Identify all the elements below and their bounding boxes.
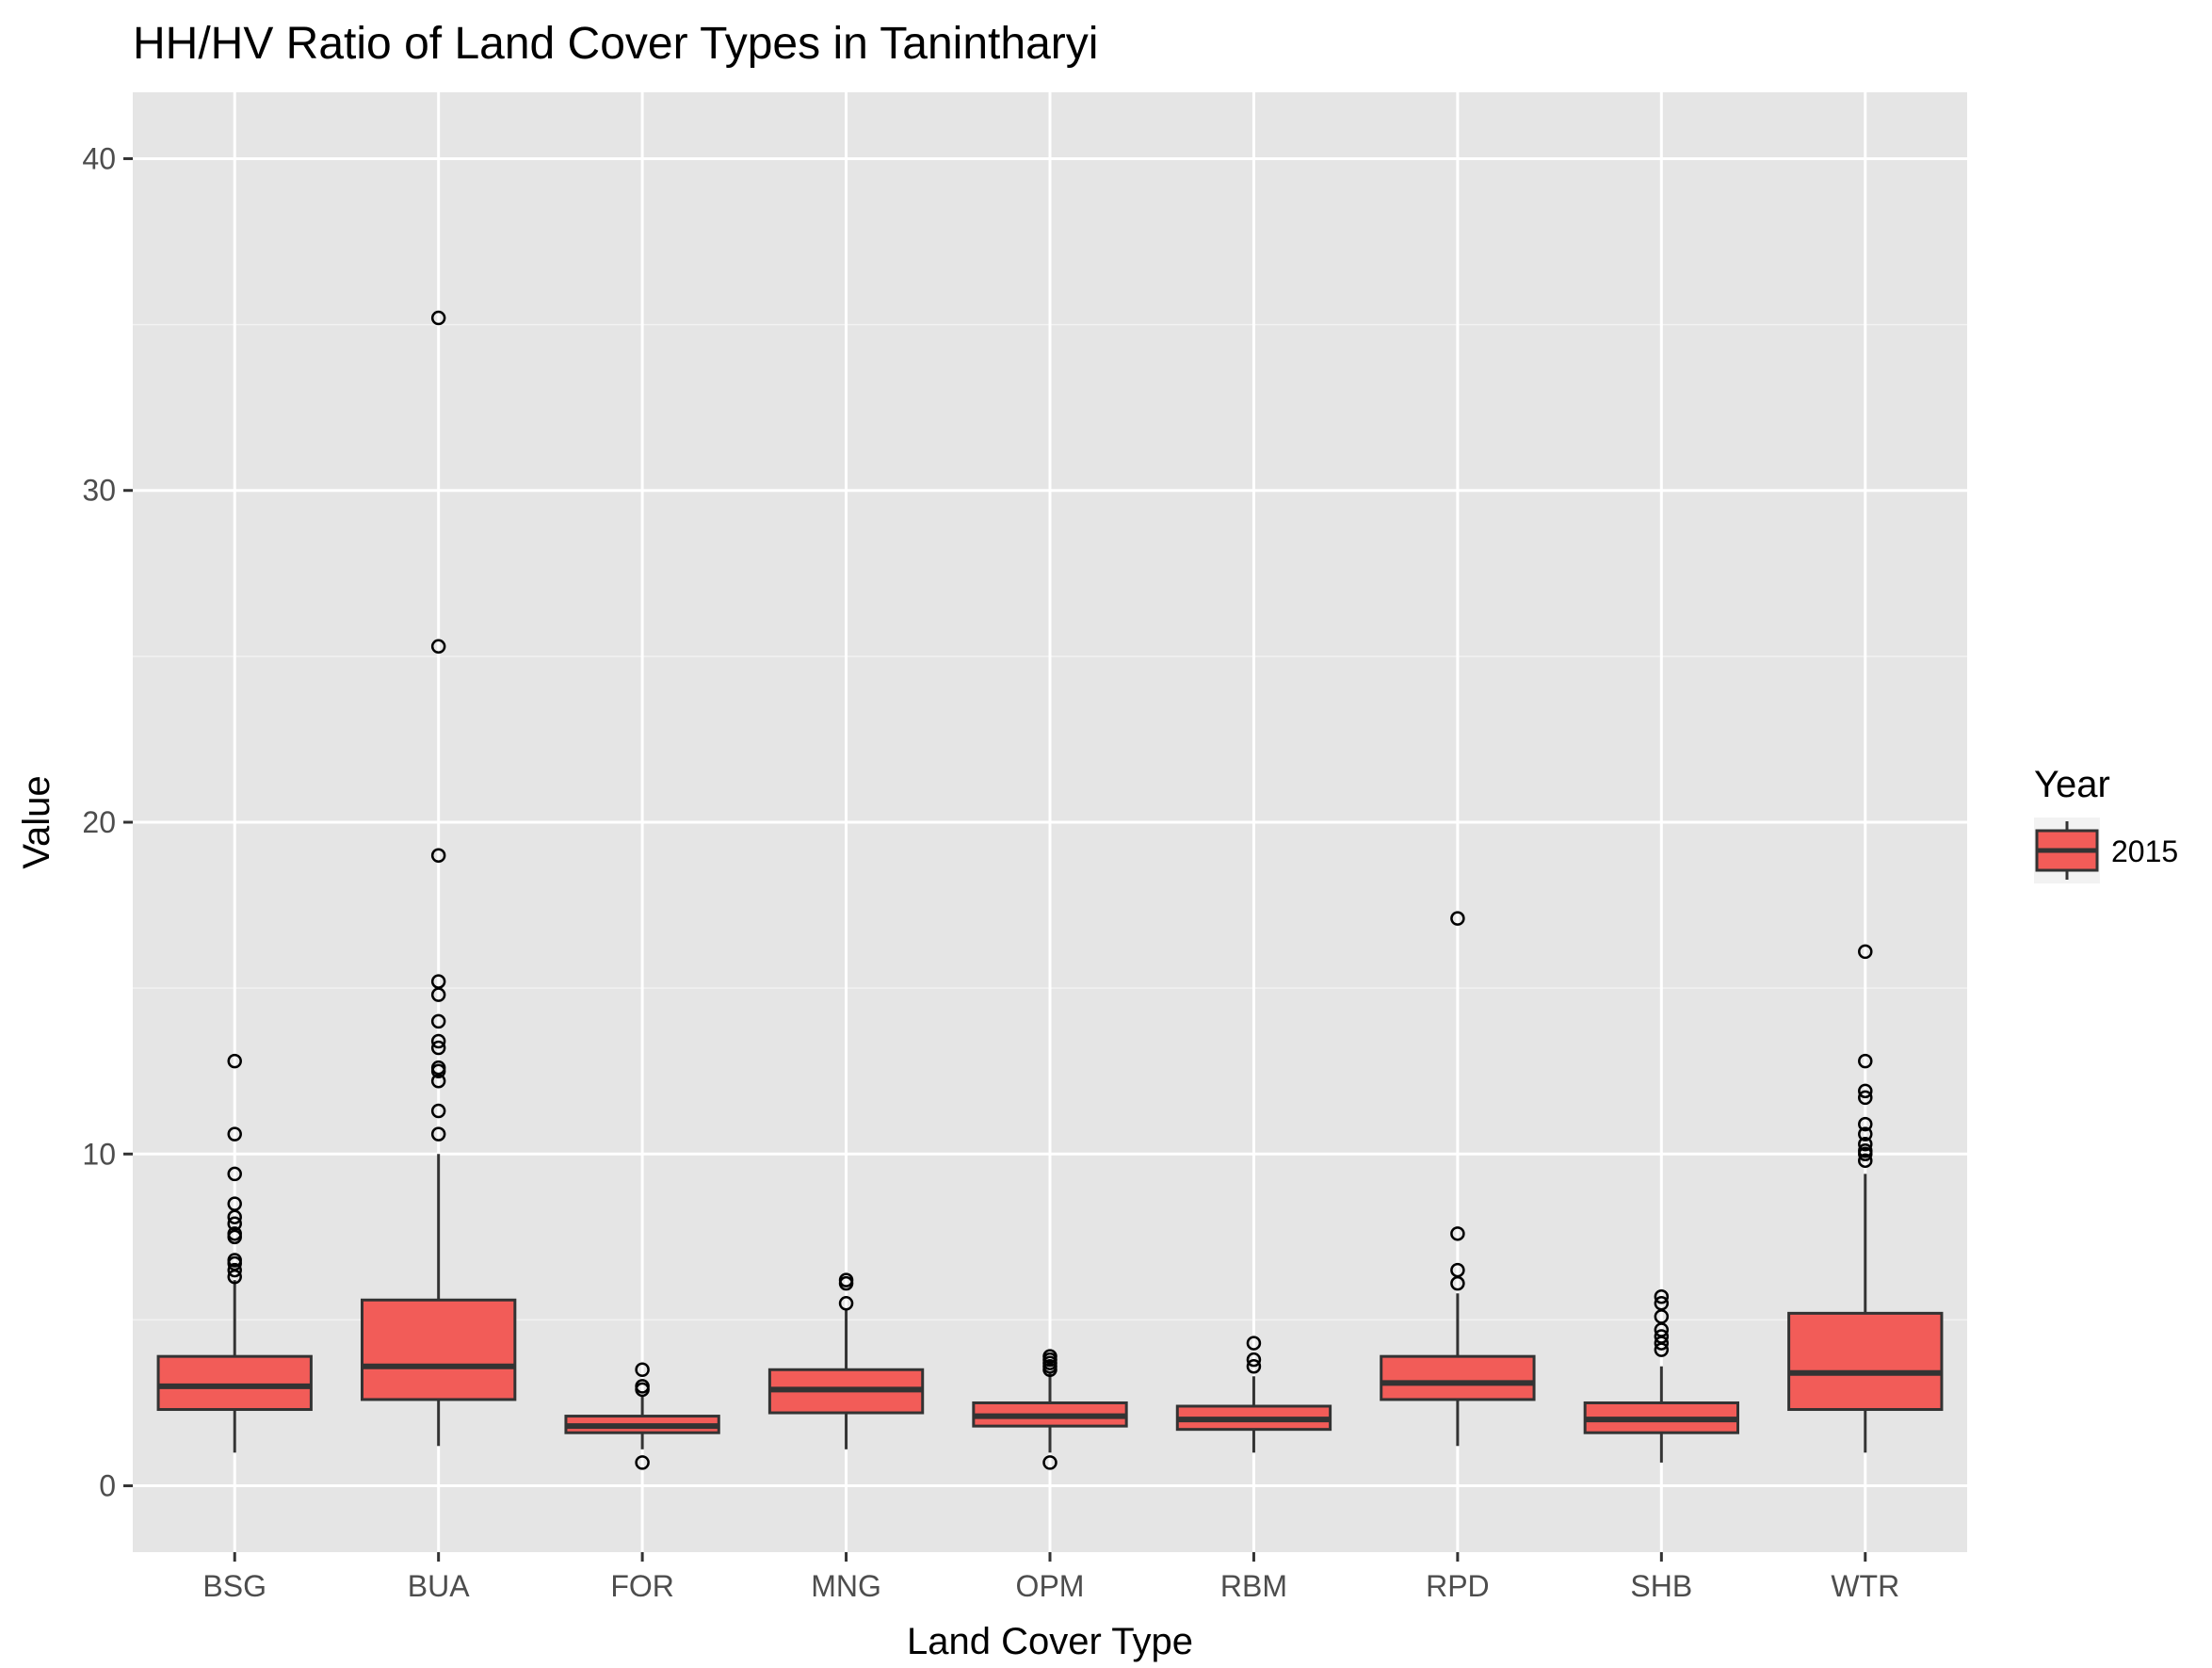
outlier-point [430, 1060, 446, 1076]
box-mng [767, 1272, 925, 1449]
x-tick-label: RPD [1426, 1569, 1490, 1603]
outlier-point [227, 1053, 242, 1069]
y-tick-label: 0 [99, 1469, 116, 1503]
box-rpd [1380, 911, 1536, 1447]
box-for [564, 1362, 720, 1470]
outlier-point [430, 1040, 446, 1056]
outlier-point [1450, 1226, 1465, 1241]
outlier-point [1858, 1153, 1873, 1169]
outlier-point [227, 1226, 242, 1241]
outlier-point [1246, 1358, 1262, 1374]
outlier-point [430, 974, 446, 989]
outlier-point [1858, 1143, 1873, 1158]
outlier-point [1450, 911, 1465, 926]
outlier-point [227, 1262, 242, 1278]
outlier-point [1246, 1352, 1262, 1368]
chart-title: HH/HV Ratio of Land Cover Types in Tanin… [133, 19, 1098, 69]
box-bua [361, 310, 517, 1447]
outlier-point [1858, 944, 1873, 960]
box-body [156, 1354, 313, 1412]
outlier-point [227, 1253, 242, 1268]
outlier-point [1858, 1116, 1873, 1132]
x-tick-label: BSG [202, 1569, 266, 1603]
outlier-point [635, 1362, 650, 1377]
box-series [156, 310, 1944, 1470]
outlier-point [227, 1216, 242, 1231]
box-wtr [1787, 944, 1944, 1453]
x-tick-label: FOR [610, 1569, 674, 1603]
outlier-point [1654, 1296, 1670, 1311]
x-axis-label: Land Cover Type [907, 1621, 1193, 1662]
y-tick-label: 20 [82, 805, 116, 839]
outlier-point [430, 1126, 446, 1142]
outlier-point [1042, 1455, 1058, 1470]
legend: Year 2015 [2034, 764, 2178, 883]
outlier-point [838, 1272, 854, 1287]
outlier-point [430, 310, 446, 326]
x-tick-label: WTR [1831, 1569, 1899, 1603]
x-tick-label: OPM [1016, 1569, 1085, 1603]
box-bsg [156, 1053, 313, 1453]
outlier-point [635, 1455, 650, 1470]
outlier-point [430, 639, 446, 655]
x-axis: BSG BUA FOR MNG OPM RBM RPD SHB WTR [202, 1552, 1899, 1603]
outlier-point [1858, 1136, 1873, 1152]
outlier-point [1858, 1083, 1873, 1099]
outlier-point [1654, 1329, 1670, 1344]
outlier-point [1246, 1336, 1262, 1351]
outlier-point [1858, 1053, 1873, 1069]
outlier-point [227, 1126, 242, 1142]
outlier-point [430, 848, 446, 863]
x-tick-label: SHB [1630, 1569, 1692, 1603]
legend-entry-label: 2015 [2111, 834, 2178, 868]
box-opm [972, 1349, 1128, 1470]
outlier-point [227, 1166, 242, 1182]
legend-title: Year [2034, 764, 2110, 805]
y-tick-label: 30 [82, 474, 116, 508]
outlier-point [430, 1103, 446, 1119]
outlier-point [1450, 1262, 1465, 1278]
y-axis-label: Value [16, 775, 57, 868]
box-shb [1583, 1289, 1739, 1463]
box-rbm [1175, 1336, 1332, 1453]
x-tick-label: MNG [811, 1569, 881, 1603]
y-tick-label: 40 [82, 141, 116, 175]
box-body [1380, 1354, 1536, 1401]
outlier-point [1654, 1289, 1670, 1304]
outlier-point [227, 1196, 242, 1211]
box-body [1787, 1311, 1944, 1412]
outlier-point [1042, 1349, 1058, 1364]
outlier-point [430, 1033, 446, 1049]
legend-key-swatch [2035, 821, 2099, 880]
outlier-point [635, 1379, 650, 1394]
x-tick-label: RBM [1220, 1569, 1287, 1603]
box-body [361, 1298, 517, 1401]
y-axis: 0 10 20 30 40 [82, 141, 133, 1503]
outlier-point [1858, 1126, 1873, 1142]
y-tick-label: 10 [82, 1137, 116, 1171]
x-tick-label: BUA [408, 1569, 470, 1603]
outlier-point [1858, 1090, 1873, 1106]
outlier-point [838, 1296, 854, 1311]
outlier-point [430, 1013, 446, 1029]
